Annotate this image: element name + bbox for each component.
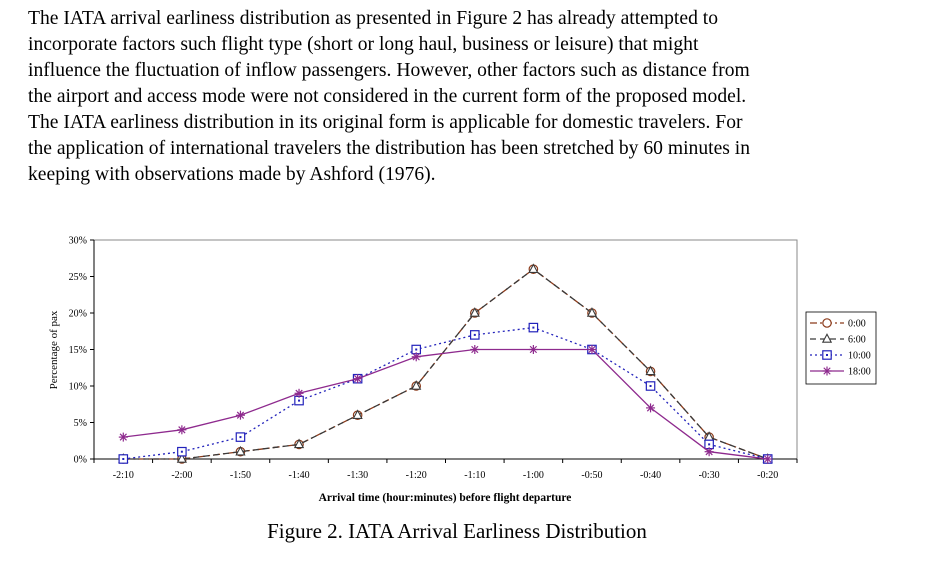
star-marker [118,432,128,442]
legend-item: 10:00 [810,350,871,362]
square-marker-dot [415,348,418,351]
triangle-marker [528,263,539,273]
triangle-marker [235,445,246,456]
legend-label: 10:00 [848,351,871,362]
square-marker-dot [239,436,242,439]
y-tick-label: 20% [69,309,87,320]
paragraph-line: influence the fluctuation of inflow pass… [28,60,750,81]
x-tick-label: -0:50 [581,470,602,481]
x-tick-label: -1:50 [230,470,251,481]
paragraph-line: The IATA earliness distribution in its o… [28,112,743,133]
y-axis-label: Percentage of pax [48,310,60,389]
star-marker [235,410,245,420]
y-tick-label: 5% [74,418,87,429]
legend-label: 6:00 [848,335,866,346]
star-marker [411,352,421,362]
series-0-00 [118,264,773,464]
triangle-marker [586,307,598,317]
y-tick-label: 25% [69,272,87,283]
star-marker [177,425,187,435]
series-line [123,268,768,460]
square-marker-dot [122,458,125,460]
star-marker [294,388,304,398]
triangle-marker [293,438,305,449]
paragraph-line: keeping with observations made by Ashfor… [28,164,436,185]
paragraph-line: incorporate factors such flight type (sh… [28,34,699,55]
paragraph-line: the application of international travele… [28,138,751,159]
paragraph-line: the airport and access mode were not con… [28,86,747,107]
figure-caption: Figure 2. IATA Arrival Earliness Distrib… [267,519,647,543]
star-marker [528,345,538,354]
legend-label: 18:00 [848,367,871,378]
triangle-marker [645,365,656,376]
series-line [123,268,768,460]
body-paragraph: The IATA arrival earliness distribution … [28,6,888,188]
series-10-00 [118,322,773,464]
star-marker [646,403,656,413]
x-tick-label: -0:40 [640,470,661,481]
x-tick-label: -1:20 [406,470,427,481]
chart-series [118,263,773,464]
earliness-line-chart: 0% 5% 10% 15% 20% 25% 30% -2:10 -2:00 -1:50 -1:40 -… [48,236,877,504]
x-axis-label: Arrival time (hour:minutes) before fligh… [319,492,572,504]
y-tick-label: 10% [69,382,87,393]
legend-box [805,311,877,385]
triangle-marker [411,380,422,390]
square-marker-dot [826,354,828,356]
chart-axes: 0% 5% 10% 15% 20% 25% 30% -2:10 -2:00 -1:50 -1:40 -… [69,236,798,481]
series-18-00 [118,345,773,464]
x-tick-label: -1:30 [347,470,368,481]
square-marker-dot [649,385,652,387]
triangle-marker [821,333,833,343]
series-line [123,348,768,460]
legend-label: 0:00 [848,319,866,330]
star-marker [704,447,714,457]
triangle-marker [352,409,363,419]
square-marker-dot [180,450,183,453]
star-marker [822,366,832,376]
x-tick-label: -1:00 [523,470,544,481]
legend-item: 0:00 [810,318,866,330]
series-line [123,326,768,460]
x-tick-label: -1:40 [288,470,309,481]
circle-marker [822,318,832,328]
star-marker [353,374,363,384]
x-tick-label: -1:10 [464,470,485,481]
star-marker [763,454,773,464]
x-tick-label: -2:00 [171,470,192,481]
triangle-marker [469,307,480,317]
square-marker-dot [532,326,535,329]
legend-item: 6:00 [810,333,866,346]
y-tick-label: 30% [69,236,87,247]
triangle-marker [176,453,187,463]
paragraph-line: The IATA arrival earliness distribution … [28,8,718,29]
series-6-00 [118,263,773,463]
star-marker [470,345,480,354]
y-tick-label: 0% [74,455,87,466]
square-marker-dot [473,333,476,336]
y-tick-label: 15% [69,345,87,356]
chart-legend: 0:00 6:00 10:00 18:00 [805,311,877,385]
star-marker [587,345,597,354]
legend-item: 18:00 [810,366,871,378]
x-tick-label: -0:20 [757,470,778,481]
square-marker-dot [708,443,711,446]
x-tick-label: -2:10 [113,470,134,481]
x-tick-label: -0:30 [699,470,720,481]
square-marker-dot [298,399,301,402]
